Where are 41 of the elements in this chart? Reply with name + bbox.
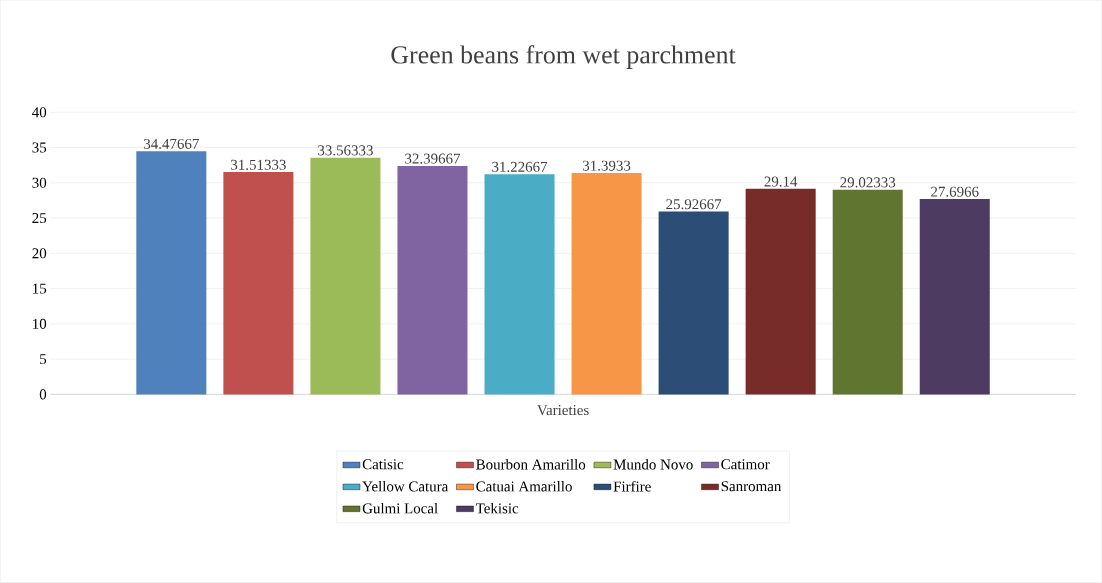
y-tick-label: 35	[32, 142, 47, 153]
bar	[397, 166, 468, 395]
y-tick-label: 40	[32, 107, 47, 118]
data-label: 31.22667	[492, 161, 548, 173]
y-tick-label: 5	[40, 354, 47, 365]
data-label: 29.02333	[840, 177, 896, 188]
y-tick-label: 0	[39, 389, 47, 400]
legend-label: Bourbon Amarillo	[476, 459, 586, 470]
data-label: 29.14	[764, 176, 798, 187]
data-label: 32.39667	[405, 153, 461, 164]
data-label: 25.92667	[666, 199, 722, 210]
legend-label: Firfire	[613, 481, 651, 492]
legend-label: Yellow Catura	[362, 481, 449, 492]
bar	[571, 173, 642, 395]
legend-label: Catuai Amarillo	[476, 481, 572, 492]
y-tick-label: 20	[32, 248, 47, 259]
data-label: 27.6966	[931, 186, 979, 197]
data-label: 33.56333	[318, 145, 373, 156]
bar	[745, 188, 816, 395]
chart-title: Green beans from wet parchment	[391, 45, 736, 70]
bar	[136, 151, 207, 395]
data-label: 34.47667	[144, 139, 199, 150]
data-label: 31.51333	[231, 159, 286, 171]
legend-label: Mundo Novo	[613, 459, 693, 470]
data-label: 31.3933	[582, 160, 631, 171]
y-tick-label: 15	[33, 283, 47, 294]
y-tick-label: 30	[32, 177, 47, 188]
y-tick-label: 25	[32, 213, 47, 224]
legend-label: Catisic	[362, 459, 404, 470]
bar	[919, 199, 990, 395]
bar	[310, 157, 381, 395]
x-axis-title: Varieties	[537, 405, 589, 416]
y-tick-label: 10	[33, 318, 47, 330]
bar	[832, 189, 903, 395]
bar	[484, 174, 555, 395]
bar	[223, 172, 294, 395]
legend-label: Catimor	[721, 459, 770, 470]
legend-label: Sanroman	[721, 481, 782, 492]
legend-label: Tekisic	[475, 503, 519, 514]
bar	[658, 211, 729, 395]
legend-label: Gulmi Local	[362, 503, 438, 514]
